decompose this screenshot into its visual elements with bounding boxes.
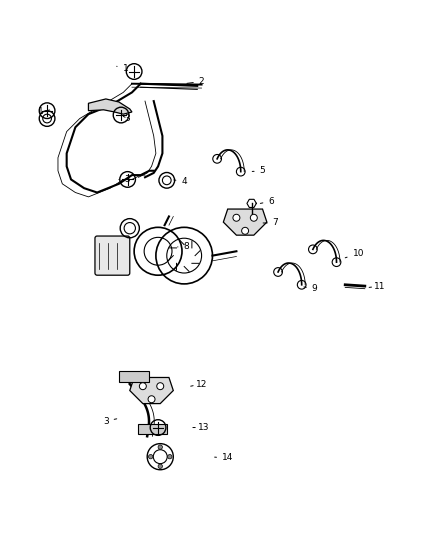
Text: 11: 11 bbox=[369, 281, 386, 290]
Polygon shape bbox=[223, 209, 267, 235]
Bar bbox=[138, 424, 167, 434]
Circle shape bbox=[233, 214, 240, 221]
Text: 13: 13 bbox=[193, 423, 209, 432]
Text: 1: 1 bbox=[38, 108, 49, 117]
Circle shape bbox=[251, 214, 257, 221]
Text: 4: 4 bbox=[174, 177, 187, 186]
Text: 12: 12 bbox=[191, 379, 207, 389]
Text: 9: 9 bbox=[304, 284, 318, 293]
Text: 3: 3 bbox=[123, 114, 131, 123]
FancyBboxPatch shape bbox=[95, 236, 130, 275]
Bar bbox=[119, 371, 149, 382]
Polygon shape bbox=[130, 377, 173, 403]
Text: 14: 14 bbox=[215, 454, 233, 463]
Circle shape bbox=[242, 228, 249, 235]
Text: 10: 10 bbox=[345, 249, 364, 258]
Circle shape bbox=[139, 383, 146, 390]
Text: 8: 8 bbox=[178, 243, 189, 252]
Text: 7: 7 bbox=[263, 219, 279, 228]
Text: 3: 3 bbox=[103, 416, 117, 425]
Text: 6: 6 bbox=[260, 197, 274, 206]
Text: 3: 3 bbox=[119, 175, 131, 184]
Circle shape bbox=[158, 445, 162, 449]
Polygon shape bbox=[247, 199, 256, 207]
Circle shape bbox=[158, 464, 162, 469]
Polygon shape bbox=[88, 99, 132, 114]
Circle shape bbox=[148, 455, 153, 459]
Text: 5: 5 bbox=[252, 166, 265, 175]
Circle shape bbox=[148, 396, 155, 403]
Text: 1: 1 bbox=[117, 64, 128, 73]
Circle shape bbox=[168, 455, 172, 459]
Circle shape bbox=[157, 383, 164, 390]
Text: 2: 2 bbox=[187, 77, 205, 86]
